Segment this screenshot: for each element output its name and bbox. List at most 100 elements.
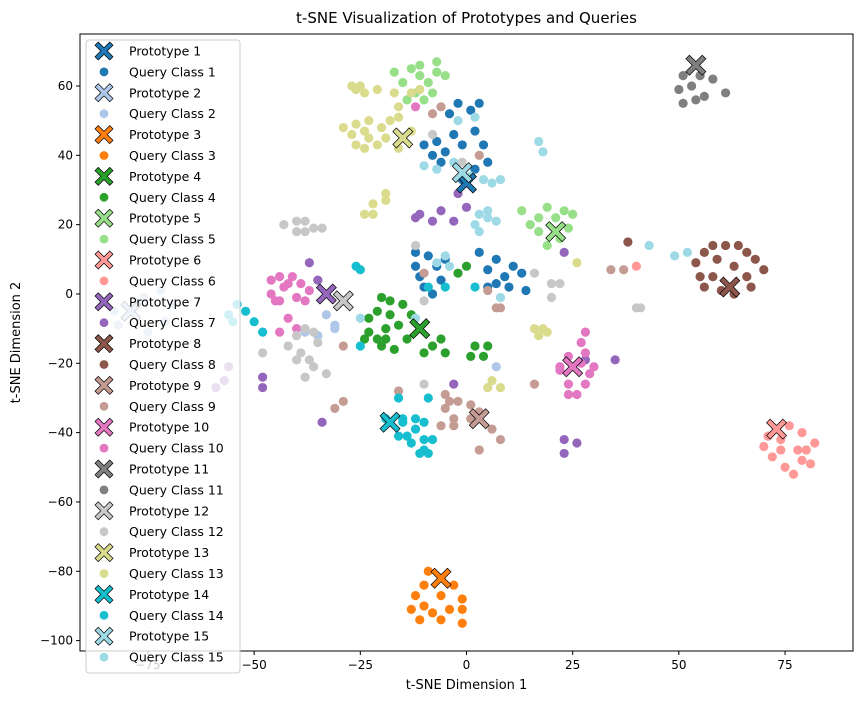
query-point-class-7 [258,382,268,393]
legend-prototype-label-5: Prototype 5 [129,211,201,226]
query-point-class-10 [580,379,591,389]
query-point-class-13 [415,84,425,95]
legend-query-marker-13 [99,569,109,578]
legend-query-marker-8 [99,360,109,369]
query-point-class-13 [368,209,378,219]
query-point-class-7 [449,216,459,226]
query-point-class-5 [534,226,544,237]
query-point-class-10 [304,285,314,296]
query-point-class-1 [427,289,438,299]
query-point-class-5 [415,70,425,81]
legend-prototype-label-9: Prototype 9 [129,378,201,393]
x-tick-label: 0 [463,658,471,672]
y-tick-label: 0 [65,287,73,301]
query-point-class-10 [287,272,297,282]
query-point-class-7 [610,355,620,365]
query-point-class-13 [359,126,370,136]
query-point-class-6 [797,455,807,465]
query-point-class-13 [364,133,374,143]
query-point-class-9 [444,396,455,407]
query-point-class-1 [474,98,484,108]
query-point-class-3 [449,580,459,590]
query-point-class-15 [453,116,463,126]
query-point-class-3 [406,604,416,615]
query-point-class-6 [793,445,803,455]
query-point-class-13 [359,143,370,153]
query-point-class-6 [784,421,794,431]
query-point-class-7 [427,216,438,226]
query-point-class-13 [487,376,497,386]
query-point-class-4 [393,320,404,330]
query-point-class-9 [453,396,463,407]
query-point-class-4 [372,334,382,344]
query-point-class-1 [491,278,501,289]
prototype-marker-7 [315,283,337,305]
query-point-class-4 [466,351,476,361]
prototype-marker-14 [379,411,401,433]
query-point-class-13 [364,116,374,126]
legend-prototype-label-15: Prototype 15 [129,629,209,644]
query-point-class-12 [300,226,310,237]
prototype-marker-5 [545,221,567,243]
query-point-class-3 [427,608,438,618]
query-point-class-8 [699,247,709,257]
query-point-class-14 [440,282,450,292]
query-point-class-11 [720,88,731,98]
legend-query-marker-11 [99,485,109,495]
query-point-class-9 [436,102,446,112]
query-point-class-3 [457,604,467,615]
query-point-class-15 [474,226,484,237]
query-point-class-4 [376,341,387,351]
query-point-class-10 [572,389,582,400]
query-point-class-13 [381,195,391,205]
query-point-class-9 [330,403,340,413]
query-point-class-9 [449,414,459,424]
legend-query-label-9: Query Class 9 [129,399,216,414]
query-point-class-10 [296,278,306,289]
legend-prototype-marker-15 [94,626,114,646]
query-point-class-1 [483,265,493,275]
y-axis-ticks: −100 −80 −60 −40 −20 0 20 40 60 [40,79,80,648]
query-point-class-11 [678,70,688,81]
legend-prototype-label-12: Prototype 12 [129,503,209,518]
query-point-class-15 [483,213,493,223]
query-point-class-5 [389,67,399,77]
query-point-class-9 [474,445,484,455]
query-point-class-13 [359,209,370,219]
query-point-class-7 [258,372,268,382]
query-point-class-15 [483,206,493,216]
prototype-marker-10 [562,356,584,378]
query-point-class-13 [347,81,357,91]
query-point-class-6 [788,469,799,479]
query-point-class-14 [393,393,404,403]
query-point-class-1 [474,247,484,257]
query-point-class-8 [759,265,769,275]
query-point-class-6 [810,438,820,448]
query-point-class-4 [453,268,463,278]
prototype-marker-4 [409,318,431,340]
query-point-class-15 [478,174,489,185]
query-point-class-4 [389,344,399,355]
query-point-class-2 [330,320,340,330]
query-point-class-12 [304,355,314,365]
query-point-class-14 [419,417,429,427]
legend-query-marker-2 [99,109,109,119]
query-point-class-15 [474,209,484,219]
query-point-class-4 [381,324,391,334]
query-point-class-9 [440,403,450,413]
query-point-class-1 [444,109,455,119]
legend-query-label-13: Query Class 13 [129,566,224,581]
query-point-class-9 [436,421,446,431]
legend-prototype-marker-2 [94,83,114,103]
query-point-class-3 [444,604,455,615]
query-point-class-12 [419,379,429,389]
y-tick-label: 20 [58,218,73,232]
legend-prototype-label-4: Prototype 4 [129,169,201,184]
query-point-class-8 [712,254,722,264]
query-point-class-9 [393,386,404,396]
legend-prototype-marker-6 [94,250,114,270]
query-point-class-14 [410,424,421,434]
query-point-class-1 [410,247,421,257]
query-point-class-12 [292,355,302,365]
legend-query-label-6: Query Class 6 [129,273,216,288]
